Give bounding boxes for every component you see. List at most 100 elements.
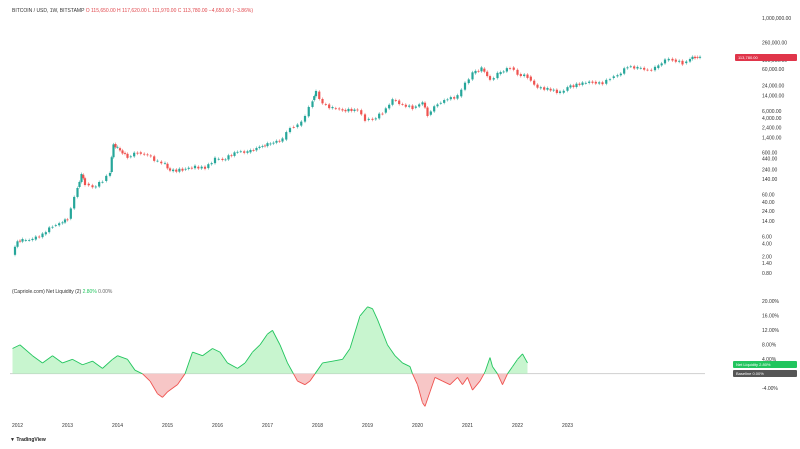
liquidity-area-segment [332, 359, 343, 374]
price-candle [296, 124, 299, 128]
price-candle [91, 185, 94, 188]
liquidity-line-segment [402, 362, 411, 367]
price-candle [243, 151, 246, 153]
price-candle [341, 109, 344, 111]
liquidity-area-segment [395, 355, 403, 374]
liquidity-line-segment [479, 373, 485, 382]
price-candle [569, 85, 572, 88]
time-tick-label: 2015 [162, 423, 173, 429]
price-candle [156, 160, 159, 162]
price-candle [446, 99, 449, 101]
price-candle [681, 60, 684, 65]
price-tick-label: 140.00 [762, 177, 778, 183]
liquidity-area-segment [512, 359, 518, 374]
net-liquidity-tag-label: Net Liquidity [736, 362, 759, 367]
price-candle [252, 150, 255, 151]
liquidity-area-segment [212, 348, 220, 374]
price-candle [562, 90, 565, 93]
liquidity-series [12, 306, 528, 407]
price-candle [391, 99, 394, 105]
indicator-value: 2.80% [82, 289, 97, 295]
price-candle [616, 75, 619, 77]
price-candle [378, 113, 381, 119]
price-candle [114, 143, 117, 148]
liquidity-line-segment [287, 362, 293, 373]
price-candle [667, 58, 670, 61]
price-tick-label: 4,000.00 [762, 116, 782, 122]
price-candle [663, 59, 667, 64]
price-candle [258, 146, 261, 148]
liquidity-line-segment [12, 344, 21, 349]
liquidity-line-segment [367, 306, 373, 310]
price-candle [118, 148, 122, 151]
price-candle [285, 132, 288, 140]
liquidity-line-segment [424, 391, 431, 407]
liquidity-area-segment [12, 344, 20, 374]
liquidity-line-segment [412, 373, 418, 385]
price-candle [657, 65, 660, 69]
price-candle [184, 168, 187, 170]
price-candle [255, 147, 258, 151]
liquidity-line-segment [372, 308, 378, 320]
liquidity-line-segment [394, 355, 403, 364]
price-candle [512, 67, 515, 70]
liquidity-area-segment [472, 373, 480, 391]
liquidity-area-segment [267, 330, 273, 374]
price-candle [404, 104, 407, 107]
price-tick-label: 0.80 [762, 271, 772, 277]
tradingview-logo: ▼ TradingView [10, 437, 46, 443]
price-candle [539, 87, 542, 89]
price-candle [536, 84, 539, 88]
price-candle [360, 110, 363, 115]
liquidity-line-segment [517, 353, 523, 360]
price-candle [381, 113, 384, 115]
price-candle [292, 126, 295, 128]
price-candle [449, 97, 452, 100]
liquidity-line-segment [184, 351, 193, 374]
liquidity-line-segment [462, 377, 468, 385]
price-candle [499, 72, 502, 75]
price-candle [623, 68, 626, 74]
liquidity-line-segment [359, 306, 368, 317]
liquidity-line-segment [429, 377, 436, 393]
price-candle [249, 150, 252, 153]
liquidity-line-segment [162, 391, 168, 398]
liquidity-tick-label: 8.00% [762, 343, 777, 349]
price-tick-label: 600.00 [762, 151, 778, 157]
price-candle [187, 167, 190, 169]
price-tick-label: 2,400.00 [762, 126, 782, 132]
liquidity-area-segment [42, 355, 53, 374]
baseline-tag-value: 0.00% [752, 371, 764, 376]
price-candle [246, 151, 249, 153]
price-tick-label: 1.40 [762, 261, 772, 267]
liquidity-area-segment [387, 344, 395, 374]
price-tick-label: 24,000.00 [762, 84, 784, 90]
price-candle [374, 118, 377, 120]
liquidity-line-segment [457, 377, 463, 385]
price-candle [61, 222, 64, 224]
price-candle [41, 233, 44, 238]
price-candle [688, 59, 692, 62]
liquidity-line-segment [227, 362, 238, 369]
price-candle [467, 79, 470, 84]
price-candle [578, 83, 581, 85]
price-candle [149, 155, 152, 157]
liquidity-area-segment [517, 353, 523, 374]
price-candle [505, 68, 508, 72]
price-candle [143, 153, 146, 155]
liquidity-line-segment [202, 348, 213, 357]
liquidity-line-segment [387, 344, 396, 356]
price-candle [160, 161, 163, 164]
tradingview-icon: ▼ [10, 437, 15, 443]
price-candle [172, 169, 175, 172]
price-candle [588, 81, 591, 83]
liquidity-tick-label: 4.00% [762, 357, 777, 363]
liquidity-line-segment [489, 357, 493, 367]
liquidity-line-segment [332, 358, 343, 362]
price-candle [66, 219, 69, 221]
price-candle [463, 82, 467, 90]
price-candle [266, 143, 269, 147]
price-candle [73, 196, 76, 209]
price-candle [307, 106, 310, 117]
time-tick-label: 2019 [362, 423, 373, 429]
